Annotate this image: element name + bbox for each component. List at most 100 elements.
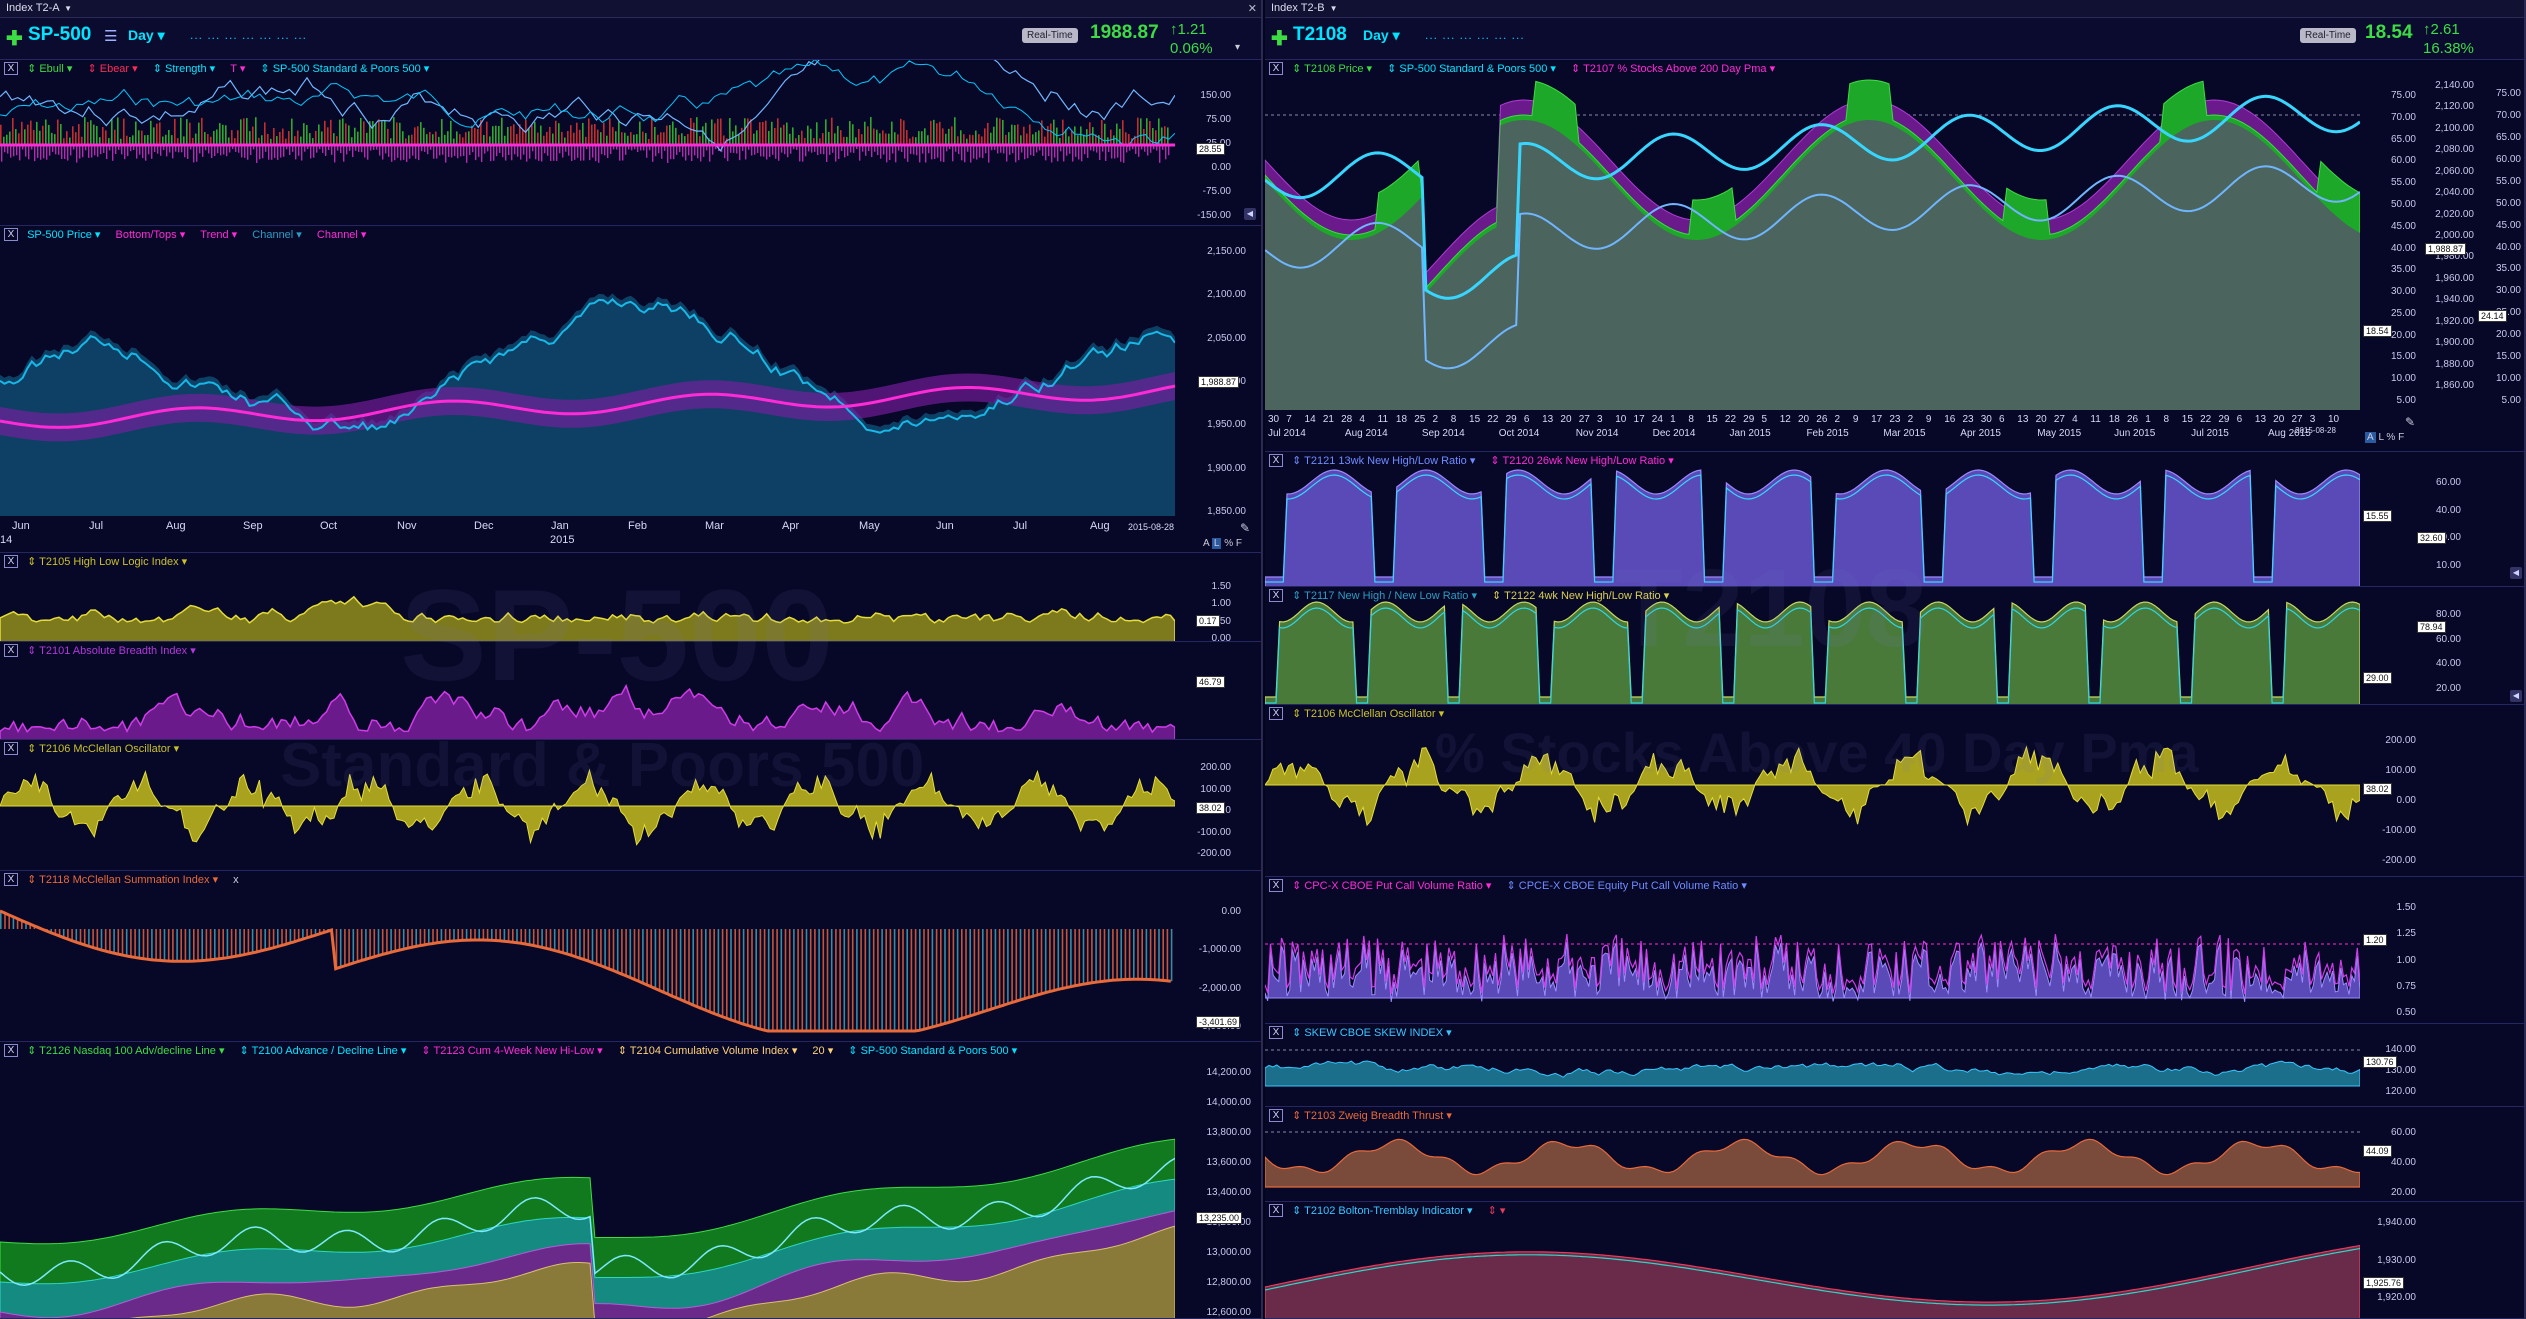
indicator-sp500[interactable]: ⇕ SP-500 Standard & Poors 500 ▾	[1387, 63, 1556, 75]
bolton-plot	[1265, 1244, 2360, 1318]
indicator-t2100[interactable]: ⇕ T2100 Advance / Decline Line ▾	[239, 1045, 407, 1057]
ebear-bar	[448, 145, 450, 157]
pane-cumulative[interactable]: X ⇕ T2126 Nasdaq 100 Adv/decline Line ▾ …	[0, 1042, 1261, 1319]
close-pane-icon[interactable]: X	[4, 555, 18, 568]
add-symbol-icon[interactable]: ✚	[1271, 28, 1288, 50]
close-pane-icon[interactable]: X	[1269, 62, 1283, 75]
close-pane-icon[interactable]: X	[1269, 707, 1283, 720]
indicator-t2118[interactable]: ⇕ T2118 McClellan Summation Index ▾	[27, 874, 219, 886]
indicator-t2106[interactable]: ⇕ T2106 McClellan Oscillator ▾	[27, 743, 180, 755]
close-pane-icon[interactable]: X	[4, 742, 18, 755]
indicator-t2122[interactable]: ⇕ T2122 4wk New High/Low Ratio ▾	[1492, 590, 1670, 602]
indicator-t2123[interactable]: ⇕ T2123 Cum 4-Week New Hi-Low ▾	[421, 1045, 603, 1057]
scroll-arrow-icon[interactable]: ◀	[2510, 567, 2522, 579]
scroll-arrow-icon[interactable]: ◀	[2510, 690, 2522, 702]
indicator-t2121[interactable]: ⇕ T2121 13wk New High/Low Ratio ▾	[1292, 455, 1476, 467]
pane-t2106-right[interactable]: X ⇕ T2106 McClellan Oscillator ▾ 200.00 1…	[1265, 705, 2524, 877]
caret-down-icon[interactable]: ▼	[64, 4, 72, 13]
indicator-t2108[interactable]: ⇕ T2108 Price ▾	[1292, 63, 1373, 75]
window-titlebar[interactable]: Index T2-A ▼ ✕	[0, 0, 1261, 18]
pane-t2101[interactable]: X ⇕ T2101 Absolute Breadth Index ▾ 46.79	[0, 642, 1261, 740]
period-selector[interactable]: Day ▾	[128, 27, 165, 43]
window-titlebar[interactable]: Index T2-B ▼	[1265, 0, 2524, 18]
indicator-ebear[interactable]: ⇕ Ebear ▾	[87, 63, 138, 75]
summation-bar	[50, 929, 52, 933]
add-symbol-icon[interactable]: ✚	[6, 28, 23, 50]
close-pane-icon[interactable]: X	[4, 644, 18, 657]
period-selector[interactable]: Day ▾	[1363, 27, 1400, 43]
indicator-t2104[interactable]: ⇕ T2104 Cumulative Volume Index ▾	[617, 1045, 798, 1057]
indicator-overlay-caret[interactable]: ⇕ ▾	[1487, 1205, 1506, 1217]
pane-bolton-tremblay[interactable]: X ⇕ T2102 Bolton-Tremblay Indicator ▾ ⇕ …	[1265, 1202, 2524, 1319]
indicator-t2107[interactable]: ⇕ T2107 % Stocks Above 200 Day Pma ▾	[1571, 63, 1776, 75]
axis-mode-buttons[interactable]: A L % F	[2365, 432, 2405, 443]
indicator-ebull[interactable]: ⇕ Ebull ▾	[27, 63, 73, 75]
ebull-bar	[1017, 124, 1019, 145]
indicator-zweig[interactable]: ⇕ T2103 Zweig Breadth Thrust ▾	[1292, 1110, 1452, 1122]
ebear-bar	[628, 145, 630, 150]
list-icon[interactable]: ☰	[104, 28, 118, 45]
indicator-trend[interactable]: Trend ▾	[200, 229, 238, 241]
close-pane-icon[interactable]: X	[1269, 589, 1283, 602]
ebear-bar	[13, 145, 15, 157]
pane-skew[interactable]: X ⇕ SKEW CBOE SKEW INDEX ▾ 140.00 130.00 1…	[1265, 1024, 2524, 1107]
toolbar-dots[interactable]: ... ... ... ... ... ... ...	[190, 28, 308, 42]
close-pane-icon[interactable]: X	[1269, 454, 1283, 467]
window-controls[interactable]: ✕	[1247, 3, 1257, 15]
pane-zweig[interactable]: X ⇕ T2103 Zweig Breadth Thrust ▾ 60.00 40…	[1265, 1107, 2524, 1202]
close-pane-icon[interactable]: X	[1269, 1026, 1283, 1039]
indicator-t[interactable]: T ▾	[230, 63, 246, 75]
pencil-icon[interactable]: ✎	[1240, 521, 1251, 535]
indicator-cpce[interactable]: ⇕ CPCE-X CBOE Equity Put Call Volume Rat…	[1506, 880, 1747, 892]
pane-t2117-t2122[interactable]: X ⇕ T2117 New High / New Low Ratio ▾ ⇕ T…	[1265, 587, 2524, 705]
close-pane-icon[interactable]: X	[1269, 1204, 1283, 1217]
axis-mode-buttons[interactable]: A L % F	[1203, 538, 1243, 549]
pane-ebull-ebear[interactable]: X ⇕ Ebull ▾ ⇕ Ebear ▾ ⇕ Strength ▾ T ▾ ⇕…	[0, 60, 1261, 226]
indicator-channel-2[interactable]: Channel ▾	[316, 229, 367, 241]
pane-t2106-left[interactable]: X ⇕ T2106 McClellan Oscillator ▾ 200.00 1…	[0, 740, 1261, 871]
chart-window-right[interactable]: Index T2-B ▼ ✚ T2108 Day ▾ ... ... ... .…	[1265, 0, 2526, 1319]
pane-put-call[interactable]: X ⇕ CPC-X CBOE Put Call Volume Ratio ▾ ⇕…	[1265, 877, 2524, 1024]
indicator-cpc[interactable]: ⇕ CPC-X CBOE Put Call Volume Ratio ▾	[1292, 880, 1492, 892]
options-icon[interactable]: ▾	[1235, 42, 1241, 53]
indicator-sp500-overlay[interactable]: ⇕ SP-500 Standard & Poors 500 ▾	[848, 1045, 1018, 1057]
close-pane-icon[interactable]: X	[4, 1044, 18, 1057]
ebear-bar	[670, 145, 672, 160]
pane-t2108[interactable]: X ⇕ T2108 Price ▾ ⇕ SP-500 Standard & Po…	[1265, 60, 2524, 452]
close-pane-icon[interactable]: X	[4, 228, 18, 241]
symbol-name[interactable]: SP-500	[28, 24, 92, 45]
indicator-bolton[interactable]: ⇕ T2102 Bolton-Tremblay Indicator ▾	[1292, 1205, 1473, 1217]
indicator-t2101[interactable]: ⇕ T2101 Absolute Breadth Index ▾	[27, 645, 196, 657]
indicator-t2126[interactable]: ⇕ T2126 Nasdaq 100 Adv/decline Line ▾	[27, 1045, 225, 1057]
pane-t2118[interactable]: X ⇕ T2118 McClellan Summation Index ▾ x …	[0, 871, 1261, 1042]
symbol-name[interactable]: T2108	[1293, 24, 1347, 45]
close-pane-icon[interactable]: X	[4, 873, 18, 886]
toolbar-dots[interactable]: ... ... ... ... ... ...	[1425, 28, 1525, 42]
close-pane-icon[interactable]: X	[4, 62, 18, 75]
ebull-bar	[972, 135, 974, 145]
indicator-t2120[interactable]: ⇕ T2120 26wk New High/Low Ratio ▾	[1490, 455, 1674, 467]
indicator-strength[interactable]: ⇕ Strength ▾	[152, 63, 216, 75]
indicator-t2105[interactable]: ⇕ T2105 High Low Logic Index ▾	[27, 556, 188, 568]
remove-indicator-button[interactable]: x	[233, 873, 239, 886]
indicator-channel-1[interactable]: Channel ▾	[252, 229, 302, 241]
indicator-t2106[interactable]: ⇕ T2106 McClellan Oscillator ▾	[1292, 708, 1445, 720]
pane-sp500-price[interactable]: X SP-500 Price ▾ Bottom/Tops ▾ Trend ▾ C…	[0, 226, 1261, 553]
chart-window-left[interactable]: Index T2-A ▼ ✕ ✚ SP-500 ☰ Day ▾ ... ... …	[0, 0, 1263, 1319]
indicator-price[interactable]: SP-500 Price ▾	[27, 229, 101, 241]
pane-t2105[interactable]: X ⇕ T2105 High Low Logic Index ▾ 1.50 1.0…	[0, 553, 1261, 642]
pencil-icon[interactable]: ✎	[2405, 415, 2416, 429]
pane-t2121-t2120[interactable]: X ⇕ T2121 13wk New High/Low Ratio ▾ ⇕ T2…	[1265, 452, 2524, 587]
indicator-sp500[interactable]: ⇕ SP-500 Standard & Poors 500 ▾	[260, 63, 430, 75]
indicator-label: CPC-X CBOE Put Call Volume Ratio	[1304, 880, 1483, 892]
close-pane-icon[interactable]: X	[1269, 879, 1283, 892]
indicator-skew[interactable]: ⇕ SKEW CBOE SKEW INDEX ▾	[1292, 1027, 1452, 1039]
ebull-bar	[663, 132, 665, 145]
indicator-bottom-tops[interactable]: Bottom/Tops ▾	[115, 229, 186, 241]
close-pane-icon[interactable]: X	[1269, 1109, 1283, 1122]
ebear-bar	[115, 145, 117, 155]
caret-down-icon[interactable]: ▼	[1329, 4, 1338, 13]
scroll-arrow-icon[interactable]: ◀	[1244, 208, 1256, 220]
indicator-t2117[interactable]: ⇕ T2117 New High / New Low Ratio ▾	[1292, 590, 1477, 602]
indicator-period[interactable]: 20 ▾	[812, 1045, 834, 1057]
